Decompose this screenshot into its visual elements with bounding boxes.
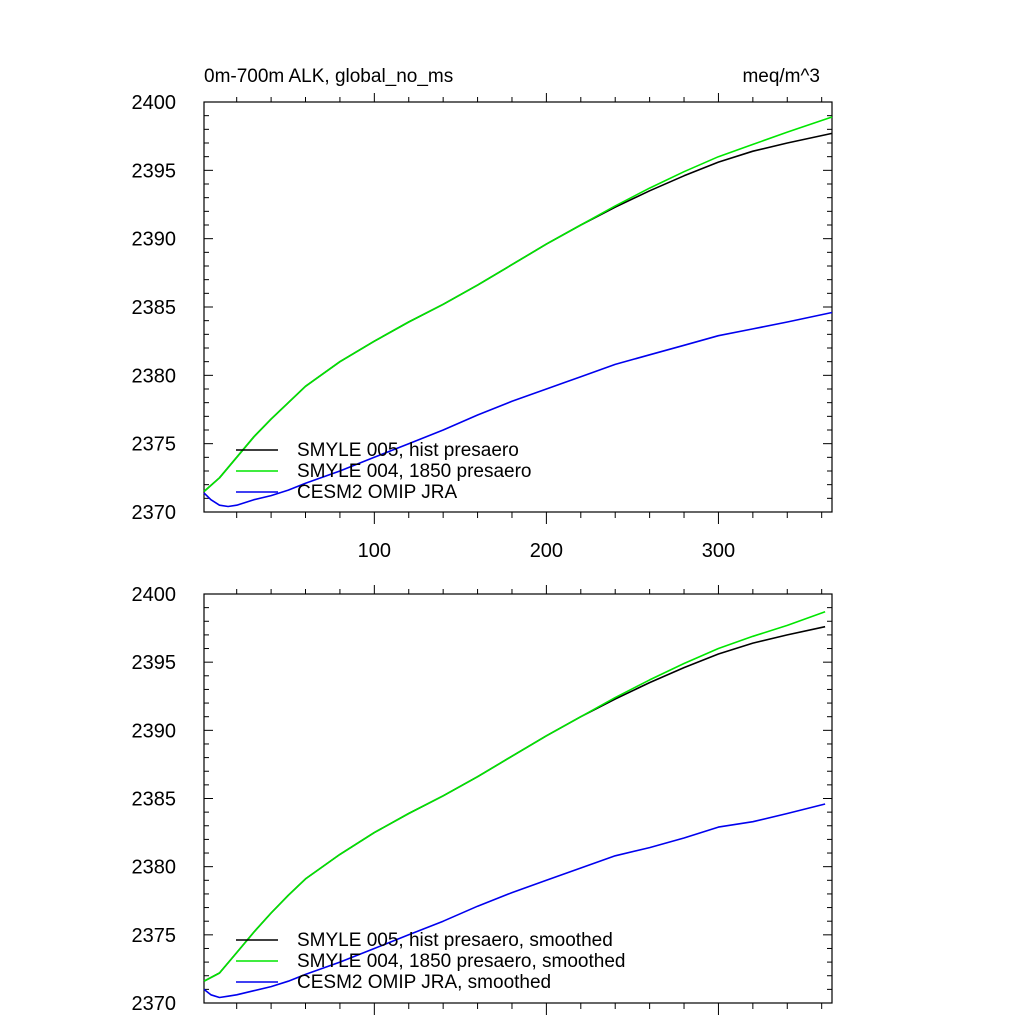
y-tick-label: 2375 [132,434,177,456]
bottom-panel: 2370 2375 2380 2385 2390 2395 2400 SMYLE 005, h… [132,584,833,1015]
chart-units-label: meq/m^3 [742,66,820,87]
series-line-2 [203,803,826,999]
series-line-1 [203,610,826,982]
y-tick-label: 2400 [132,92,177,114]
y-tick-label: 2380 [132,365,177,387]
legend-label-0: SMYLE 005, hist presaero, smoothed [297,930,613,951]
series-line-2 [203,311,833,508]
y-tick-label: 2395 [132,160,177,182]
y-tick-label: 2370 [132,993,177,1015]
y-tick-label: 2400 [132,584,177,606]
x-tick-label: 100 [358,540,391,562]
y-tick-label: 2385 [132,789,177,811]
y-tick-label: 2370 [132,502,177,524]
legend-label-2: CESM2 OMIP JRA [297,482,457,503]
x-tick-label: 200 [530,540,563,562]
top-panel: 2370 2375 2380 2385 2390 2395 2400 100 200 300 SMY… [132,92,833,562]
y-tick-label: 2385 [132,297,177,319]
y-tick-label: 2375 [132,925,177,947]
y-tick-label: 2395 [132,652,177,674]
legend-label-0: SMYLE 005, hist presaero [297,440,519,461]
y-tick-label: 2390 [132,229,177,251]
legend-label-1: SMYLE 004, 1850 presaero [297,461,532,482]
series-line-1 [203,116,833,493]
legend-label-2: CESM2 OMIP JRA, smoothed [297,972,551,993]
legend-label-1: SMYLE 004, 1850 presaero, smoothed [297,951,625,972]
y-tick-label: 2380 [132,857,177,879]
chart-title-left: 0m-700m ALK, global_no_ms [204,66,453,87]
x-tick-label: 300 [702,540,735,562]
y-tick-label: 2390 [132,720,177,742]
